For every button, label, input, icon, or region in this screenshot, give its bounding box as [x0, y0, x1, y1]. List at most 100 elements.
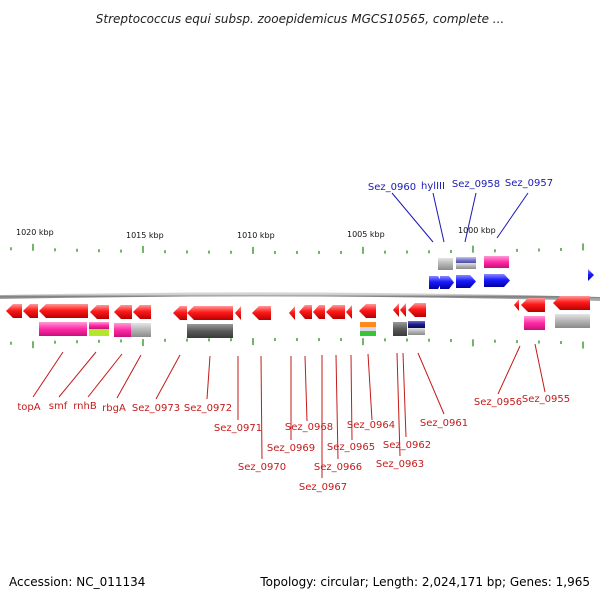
leader-line: [58, 351, 97, 398]
scale-label: 1005 kbp: [347, 230, 385, 239]
gene-label[interactable]: Sez_0962: [383, 440, 431, 451]
gene-arrow[interactable]: [6, 304, 22, 318]
gene-label[interactable]: Sez_0965: [327, 442, 375, 453]
gene-label[interactable]: rnhB: [73, 401, 97, 412]
annotation-box[interactable]: [39, 322, 87, 336]
annotation-box[interactable]: [408, 328, 425, 335]
leader-line: [367, 353, 373, 421]
leader-line: [432, 192, 445, 243]
gene-arrow[interactable]: [313, 305, 325, 319]
gene-arrow[interactable]: [235, 306, 241, 320]
leader-line: [417, 352, 445, 415]
gene-arrow[interactable]: [429, 276, 442, 289]
gene-label[interactable]: smf: [49, 401, 68, 412]
leader-line: [260, 355, 263, 460]
annotation-box[interactable]: [360, 331, 376, 336]
gene-label[interactable]: Sez_0958: [452, 179, 500, 190]
forward-gene-labels: Sez_0960 hylIII Sez_0958 Sez_0957: [368, 178, 553, 243]
genome-backbone: [0, 292, 600, 301]
gene-label[interactable]: Sez_0963: [376, 459, 424, 470]
leader-line: [304, 355, 308, 422]
annotation-box[interactable]: [89, 322, 109, 329]
gene-arrow[interactable]: [173, 306, 187, 320]
leader-line: [464, 192, 477, 243]
annotation-box[interactable]: [114, 323, 131, 337]
gene-arrow[interactable]: [289, 306, 295, 320]
annotation-box[interactable]: [89, 329, 109, 336]
gene-arrow[interactable]: [114, 305, 132, 319]
leader-line: [497, 345, 521, 395]
leader-line: [391, 192, 434, 243]
annotation-box[interactable]: [438, 258, 453, 270]
gene-label[interactable]: Sez_0972: [184, 403, 232, 414]
annotation-box[interactable]: [131, 323, 151, 337]
annotation-box[interactable]: [408, 321, 425, 328]
annotation-box[interactable]: [360, 327, 376, 331]
gene-label[interactable]: Sez_0955: [522, 394, 570, 405]
leader-line: [155, 354, 181, 400]
gene-arrow[interactable]: [23, 304, 38, 318]
accession-text: Accession: NC_011134: [9, 575, 145, 589]
genome-summary-text: Topology: circular; Length: 2,024,171 bp…: [259, 575, 590, 589]
leader-line: [116, 354, 142, 399]
gene-arrow[interactable]: [39, 304, 88, 318]
tick-marks-top: [10, 243, 584, 254]
gene-arrow[interactable]: [484, 274, 510, 287]
scale-label: 1010 kbp: [237, 231, 275, 240]
gene-label[interactable]: rbgA: [102, 403, 126, 414]
annotation-box[interactable]: [524, 316, 545, 330]
gene-arrow[interactable]: [440, 276, 454, 289]
leader-line: [534, 343, 546, 393]
gene-arrow[interactable]: [393, 303, 399, 317]
gene-label[interactable]: Sez_0964: [347, 420, 395, 431]
gene-arrow[interactable]: [90, 305, 109, 319]
gene-arrow[interactable]: [252, 306, 271, 320]
leader-line: [396, 352, 401, 457]
annotation-box[interactable]: [484, 256, 509, 268]
gene-arrow[interactable]: [187, 306, 233, 320]
leader-line: [496, 192, 529, 239]
gene-arrow[interactable]: [514, 299, 519, 311]
gene-arrow[interactable]: [326, 305, 345, 319]
gene-arrow[interactable]: [588, 269, 594, 281]
reverse-gene-labels: topA smf rnhB rbgA Sez_0973 Sez_0972 Sez…: [17, 343, 570, 493]
tick-marks-bottom: [10, 338, 584, 349]
gene-label[interactable]: Sez_0967: [299, 482, 347, 493]
leader-line: [32, 351, 64, 398]
gene-label[interactable]: Sez_0956: [474, 397, 522, 408]
gene-arrow[interactable]: [521, 298, 545, 312]
annotation-box[interactable]: [187, 324, 233, 338]
gene-label[interactable]: topA: [17, 402, 40, 413]
gene-arrow[interactable]: [553, 296, 590, 310]
leader-line: [350, 354, 353, 441]
gene-label[interactable]: Sez_0971: [214, 423, 262, 434]
gene-label[interactable]: Sez_0960: [368, 182, 416, 193]
scale-label: 1020 kbp: [16, 228, 54, 237]
annotation-box[interactable]: [456, 257, 476, 263]
reverse-strand-genes: [6, 296, 590, 338]
gene-arrow[interactable]: [346, 305, 352, 319]
gene-label[interactable]: Sez_0961: [420, 418, 468, 429]
gene-label[interactable]: Sez_0970: [238, 462, 286, 473]
gene-label[interactable]: Sez_0968: [285, 422, 333, 433]
leader-line: [87, 353, 123, 398]
gene-label[interactable]: Sez_0957: [505, 178, 553, 189]
gene-label[interactable]: hylIII: [421, 181, 445, 192]
annotation-box[interactable]: [456, 263, 476, 269]
gene-arrow[interactable]: [133, 305, 151, 319]
gene-label[interactable]: Sez_0966: [314, 462, 362, 473]
leader-line: [402, 352, 407, 438]
scale-label: 1015 kbp: [126, 231, 164, 240]
gene-label[interactable]: Sez_0973: [132, 403, 180, 414]
gene-label[interactable]: Sez_0969: [267, 443, 315, 454]
gene-arrow[interactable]: [400, 303, 406, 317]
gene-arrow[interactable]: [408, 303, 426, 317]
scale-labels: 1020 kbp 1015 kbp 1010 kbp 1005 kbp 1000…: [16, 226, 496, 240]
gene-arrow[interactable]: [359, 304, 376, 318]
gene-arrow[interactable]: [299, 305, 312, 319]
annotation-box[interactable]: [555, 314, 590, 328]
annotation-box[interactable]: [360, 322, 376, 327]
annotation-box[interactable]: [393, 322, 407, 336]
gene-arrow[interactable]: [456, 275, 476, 288]
